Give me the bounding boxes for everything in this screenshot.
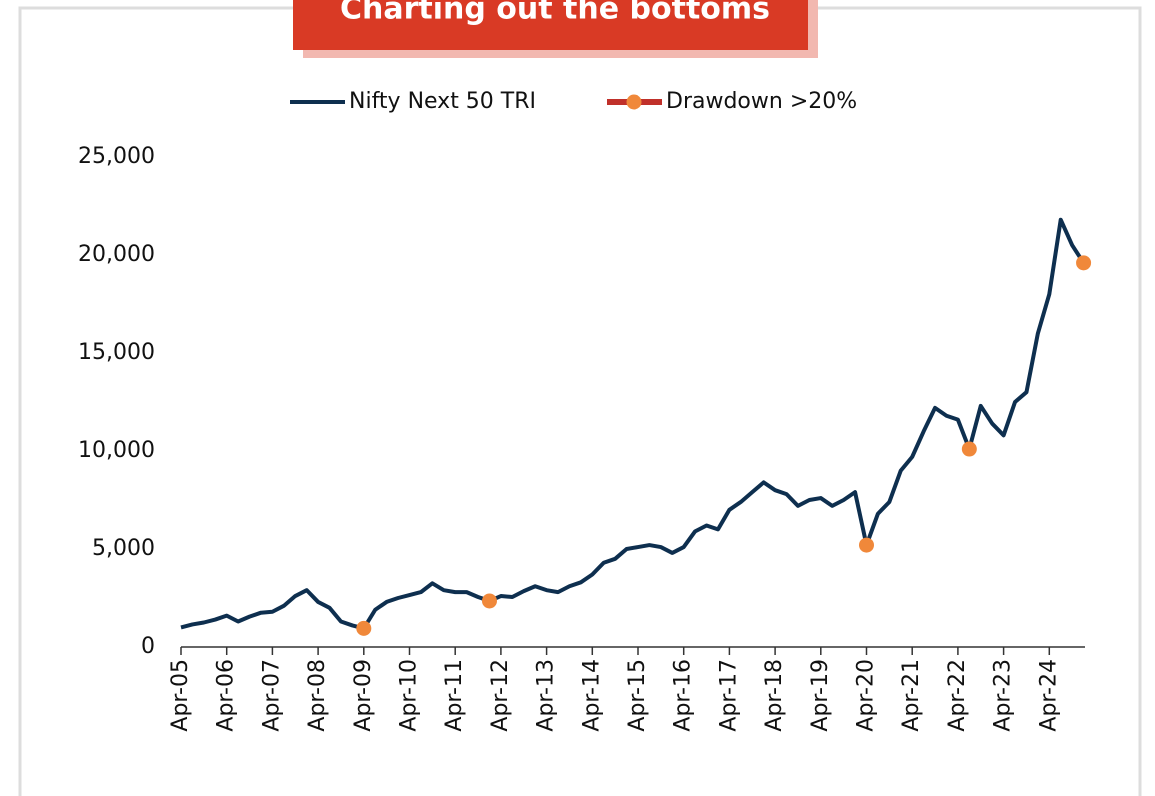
y-tick-label: 15,000 xyxy=(78,340,155,365)
y-tick-label: 5,000 xyxy=(92,536,155,561)
x-tick-label: Apr-05 xyxy=(168,659,193,732)
legend-label: Nifty Next 50 TRI xyxy=(349,89,536,114)
card xyxy=(18,6,1142,796)
legend-marker xyxy=(626,94,642,110)
title-box xyxy=(293,0,808,50)
y-tick-label: 25,000 xyxy=(78,144,155,169)
y-tick-label: 20,000 xyxy=(78,242,155,267)
drawdown-point xyxy=(356,620,372,636)
x-tick-label: Apr-06 xyxy=(214,659,239,732)
x-tick-label: Apr-16 xyxy=(671,659,696,732)
legend: Nifty Next 50 TRI Drawdown >20% xyxy=(290,89,857,114)
drawdown-point xyxy=(961,441,977,457)
x-tick-label: Apr-07 xyxy=(259,659,284,732)
x-tick-label: Apr-17 xyxy=(716,659,741,732)
x-tick-label: Apr-24 xyxy=(1036,659,1061,732)
drawdown-point xyxy=(859,537,874,553)
x-tick-label: Apr-23 xyxy=(991,659,1016,732)
x-tick-label: Apr-09 xyxy=(351,659,376,732)
x-tick-label: Apr-11 xyxy=(442,659,467,732)
x-tick-label: Apr-20 xyxy=(854,659,879,732)
x-tick-label: Apr-08 xyxy=(305,659,330,732)
x-tick-label: Apr-14 xyxy=(579,659,604,732)
chart-title: Charting out the bottoms xyxy=(340,0,770,27)
x-tick-label: Apr-19 xyxy=(808,659,833,732)
x-tick-label: Apr-15 xyxy=(625,659,650,732)
x-tick-label: Apr-22 xyxy=(945,659,970,732)
x-tick-label: Apr-13 xyxy=(534,659,559,732)
x-tick-label: Apr-10 xyxy=(397,659,422,732)
legend-label: Drawdown >20% xyxy=(666,89,857,114)
drawdown-point xyxy=(1076,255,1092,271)
y-tick-label: 10,000 xyxy=(78,438,155,463)
y-tick-label: 0 xyxy=(141,634,155,659)
x-tick-label: Apr-12 xyxy=(488,659,513,732)
x-tick-label: Apr-18 xyxy=(762,659,787,732)
x-tick-label: Apr-21 xyxy=(899,659,924,732)
series-line xyxy=(180,217,1086,631)
drawdown-point xyxy=(481,593,497,609)
